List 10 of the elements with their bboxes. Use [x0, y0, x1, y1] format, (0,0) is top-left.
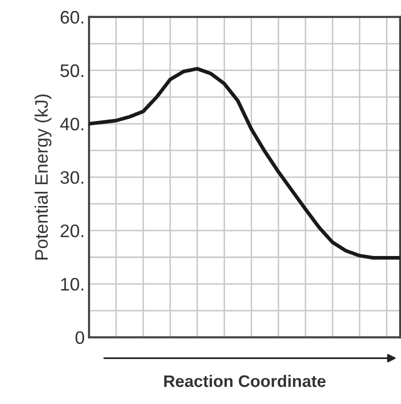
y-tick-label: 20.: [60, 224, 84, 238]
y-tick-label: 10.: [61, 278, 84, 291]
y-tick-label: 30.: [60, 171, 84, 184]
y-tick-label: 50.: [60, 64, 84, 78]
y-tick-label: 60.: [60, 10, 84, 24]
y-tick-label: 0: [76, 331, 84, 344]
x-axis-title: Reaction Coordinate: [164, 374, 326, 388]
y-tick-label: 40.: [60, 118, 84, 130]
line-series: [89, 66, 400, 260]
y-axis-title: Potential Energy (kJ): [34, 94, 52, 260]
